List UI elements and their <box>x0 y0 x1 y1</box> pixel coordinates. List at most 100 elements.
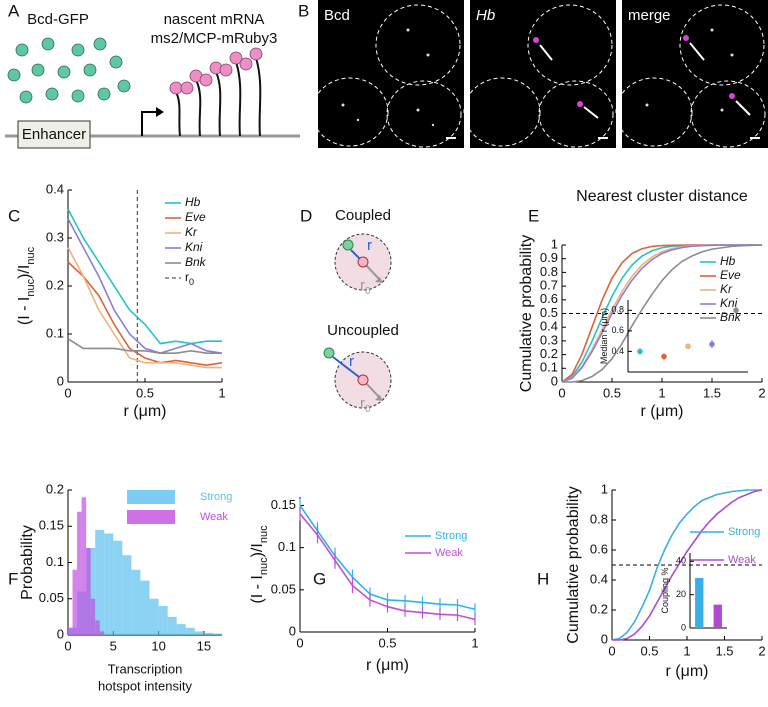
label-part: (I - I <box>16 297 33 325</box>
y-tick-label: 20 <box>676 589 686 599</box>
y-tick-label: 0.5 <box>540 305 558 320</box>
x-axis-label: r (μm) <box>366 657 409 674</box>
label-part: )/I <box>249 543 266 557</box>
x-axis-label: Transcription <box>108 661 183 676</box>
radius-label: r <box>360 395 365 412</box>
y-tick-label: 0 <box>681 622 686 632</box>
y-tick-label: 0.05 <box>39 590 64 605</box>
y-axis-label: Probability <box>19 525 36 600</box>
x-tick-label: 0 <box>296 635 303 650</box>
histogram-bar <box>77 511 82 635</box>
x-tick-label: 0.5 <box>378 635 396 650</box>
y-axis-label: (I - Inuc)/Inuc <box>249 525 270 604</box>
legend-label: Strong <box>728 526 760 538</box>
label-part: nuc <box>25 278 37 296</box>
x-tick-label: 0.5 <box>603 385 621 400</box>
x-tick-label: 1 <box>658 385 665 400</box>
line-series <box>612 489 763 641</box>
x-axis-label: r (μm) <box>641 403 684 420</box>
uncoupled-label: Uncoupled <box>327 322 399 339</box>
chart-title: Nearest cluster distance <box>576 188 748 205</box>
diagram-a: Bcd-GFP nascent mRNA ms2/MCP-mRuby3 Enha… <box>5 11 300 149</box>
radius-label: r0 <box>360 277 371 297</box>
y-tick-label: 0 <box>57 373 64 388</box>
line-series <box>561 244 762 383</box>
y-tick-label: 0.4 <box>611 346 624 356</box>
y-tick-label: 40 <box>676 556 686 566</box>
y-tick-label: 0.1 <box>46 325 64 340</box>
label-part: nuc <box>258 525 270 543</box>
x-tick-label: 1.5 <box>715 643 733 658</box>
enhancer-label: Enhancer <box>22 126 86 143</box>
histogram-bar <box>167 616 177 635</box>
label-part: )/I <box>16 265 33 279</box>
y-tick-label: 0.3 <box>46 229 64 244</box>
radius-sub: 0 <box>365 404 371 415</box>
point <box>733 307 739 314</box>
histogram-bar <box>99 631 105 635</box>
x-axis-label: r (μm) <box>124 403 167 420</box>
legend-swatch <box>127 490 175 504</box>
x-tick-label: 10 <box>151 638 165 653</box>
y-axis-label: Cumulative probability <box>565 486 582 643</box>
x-tick-label: 1 <box>471 635 478 650</box>
mrna-label: nascent mRNA <box>164 11 265 28</box>
panel-label: D <box>300 206 312 225</box>
x-tick-label: 0.5 <box>136 385 154 400</box>
mrna-label: ms2/MCP-mRuby3 <box>151 30 278 47</box>
y-tick-label: 0 <box>57 626 64 641</box>
histogram-bar <box>131 569 141 635</box>
line-series <box>67 218 223 355</box>
line-series <box>67 338 222 354</box>
y-axis-label: Coupling % <box>660 567 670 613</box>
radius-sub: 0 <box>365 286 371 297</box>
label-part: Cumulative probability <box>565 486 582 643</box>
y-tick-label: 0.6 <box>590 541 608 556</box>
x-tick-label: 1 <box>218 385 225 400</box>
legend-label: Kni <box>185 240 203 254</box>
line-series <box>67 261 223 367</box>
y-tick-label: 0.2 <box>46 277 64 292</box>
histogram-bar <box>81 497 87 635</box>
histogram-bar <box>122 555 132 635</box>
y-tick-label: 0.8 <box>590 511 608 526</box>
vector-label: r <box>367 237 372 254</box>
histogram-bar <box>104 533 114 635</box>
legend-label: Weak <box>728 554 756 566</box>
coupled-label: Coupled <box>335 207 391 224</box>
x-tick-label: 5 <box>110 638 117 653</box>
y-tick-label: 0.05 <box>271 581 296 596</box>
label-part: (I - I <box>249 575 266 603</box>
legend-label: Strong <box>435 530 467 542</box>
y-tick-label: 0.3 <box>540 332 558 347</box>
y-tick-label: 0.6 <box>540 291 558 306</box>
x-tick-label: 2 <box>758 385 765 400</box>
histogram-bar <box>185 627 195 635</box>
legend-label: Eve <box>720 268 741 282</box>
y-tick-label: 1 <box>601 481 608 496</box>
legend-label: Bnk <box>720 310 742 324</box>
histogram-bar <box>86 548 91 635</box>
image-panels: Bcd Hb merge <box>311 0 768 148</box>
label-part: nuc <box>25 246 37 264</box>
histogram-bar <box>72 569 78 635</box>
y-tick-label: 0.4 <box>46 181 64 196</box>
diagram-d: Coupled r r0 Uncoupled r r0 <box>323 207 399 415</box>
histogram-bar <box>194 631 204 635</box>
legend-label: Weak <box>435 547 463 559</box>
protein-label: Bcd-GFP <box>27 11 89 28</box>
legend-label: Weak <box>200 511 228 523</box>
x-tick-label: 0 <box>64 385 71 400</box>
histogram-bar <box>176 624 186 635</box>
legend-label: Hb <box>185 195 201 209</box>
label-part: r <box>185 270 189 284</box>
point <box>709 341 715 348</box>
histogram-bar <box>95 529 105 635</box>
point <box>637 348 643 355</box>
y-tick-label: 0.4 <box>590 571 608 586</box>
label-part: Cumulative probability <box>518 235 535 392</box>
label-part: Probability <box>19 525 36 600</box>
histogram-bar <box>90 598 96 635</box>
bar <box>713 604 722 628</box>
